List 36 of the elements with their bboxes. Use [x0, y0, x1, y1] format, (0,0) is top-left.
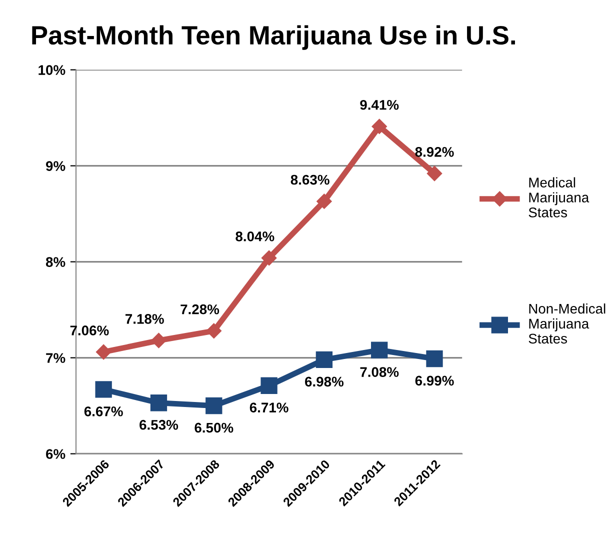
point [371, 342, 388, 358]
y-tick-label: 6% [46, 449, 66, 459]
data-label: 7.06% [70, 326, 109, 336]
data-label: 8.92% [415, 147, 454, 157]
point [261, 250, 277, 266]
data-label: 8.63% [290, 174, 330, 185]
chart-title: Past-Month Teen Marijuana Use in U.S. [32, 25, 515, 50]
legend-label: Non-Medical Marijuana States [528, 303, 606, 344]
point [260, 377, 278, 394]
point [206, 323, 222, 338]
data-label: 6.98% [305, 376, 344, 387]
data-label: 8.04% [236, 231, 274, 242]
data-label: 7.18% [126, 314, 164, 324]
legend-label: Medical Marijuana States [528, 177, 590, 218]
y-tick-label: 8% [46, 257, 66, 267]
data-label: 7.08% [360, 367, 399, 377]
point [151, 332, 166, 348]
data-label: 6.53% [140, 420, 178, 430]
point [372, 118, 387, 134]
point [96, 344, 112, 360]
point [95, 381, 112, 398]
point [206, 397, 222, 414]
data-label: 9.41% [360, 100, 399, 110]
data-label: 6.71% [250, 402, 288, 412]
point [426, 166, 442, 182]
y-tick-label: 9% [46, 161, 66, 171]
y-tick-label: 10% [38, 65, 66, 75]
y-tick-label: 7% [46, 353, 66, 363]
data-label: 6.50% [194, 422, 234, 433]
point [150, 394, 168, 412]
data-label: 6.99% [415, 376, 454, 386]
data-label: 7.28% [180, 304, 220, 314]
data-label: 6.67% [84, 406, 123, 416]
point [316, 194, 332, 209]
point [316, 351, 333, 368]
point [426, 350, 443, 368]
